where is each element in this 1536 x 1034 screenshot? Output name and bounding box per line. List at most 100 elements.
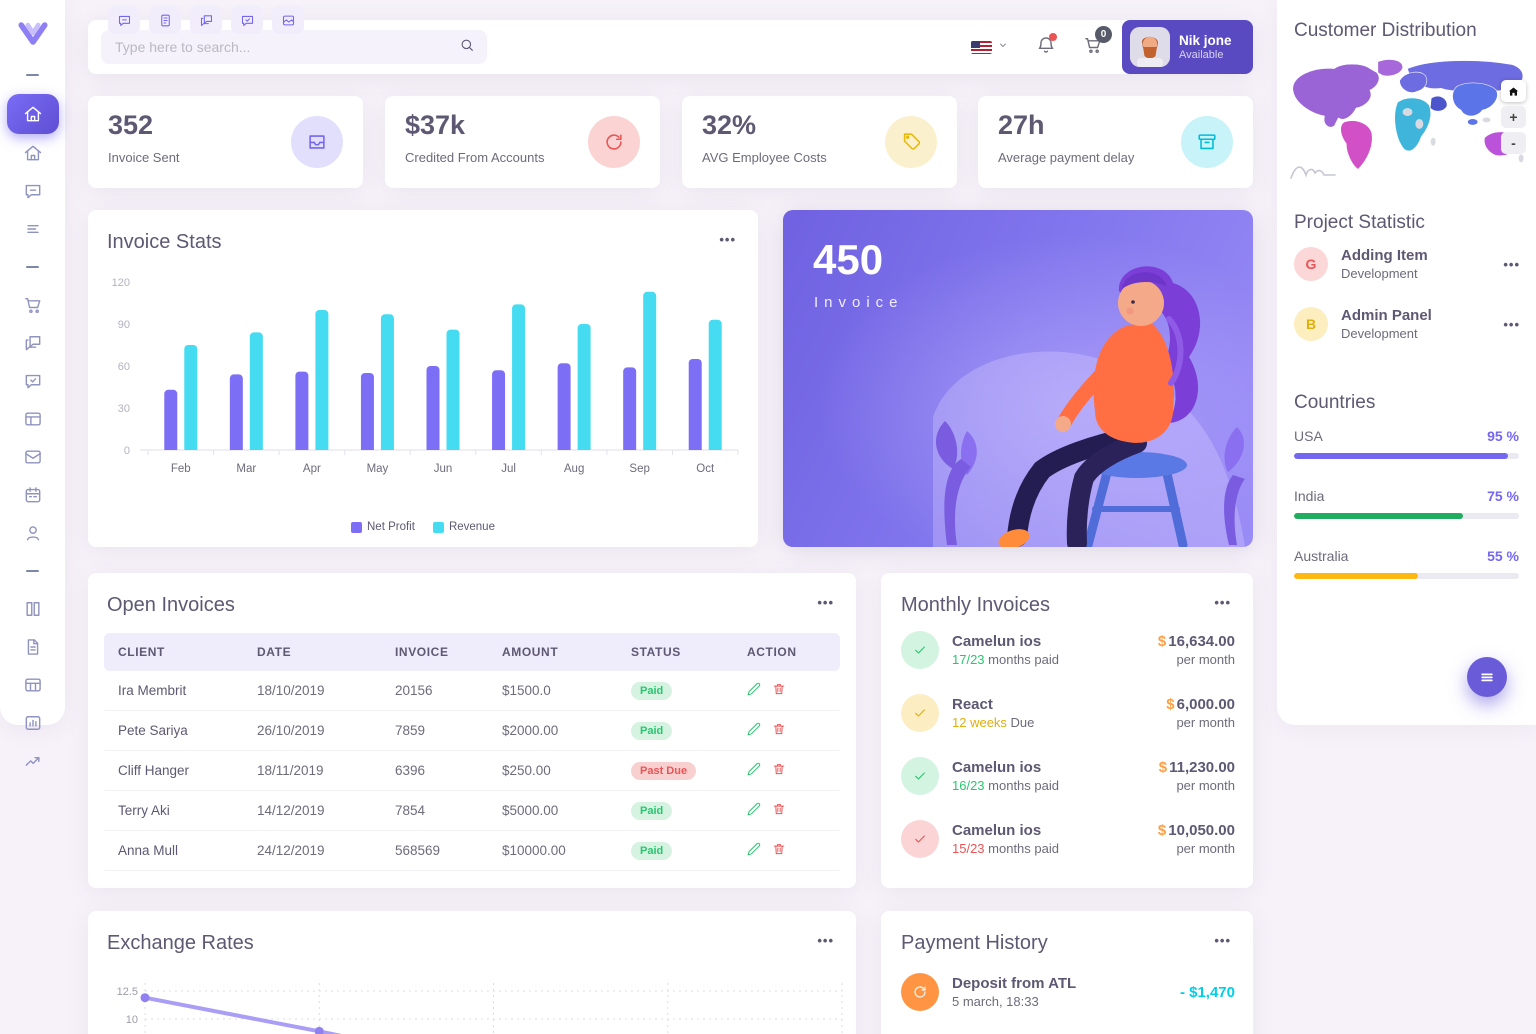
shortcut-chat-check-icon[interactable]	[231, 6, 263, 34]
pencil-icon[interactable]	[747, 842, 761, 856]
sidebar-item-layout[interactable]	[23, 400, 43, 438]
map-home-button[interactable]	[1501, 80, 1526, 102]
delete-button[interactable]	[772, 682, 786, 699]
sidebar-item-home[interactable]	[23, 134, 43, 172]
user-menu[interactable]: Nik jone Available	[1122, 20, 1253, 74]
sidebar-item-bar-chart[interactable]	[23, 704, 43, 742]
invoice-amount: $6,000.00	[1166, 696, 1235, 713]
map-home-icon	[1508, 86, 1519, 96]
edit-button[interactable]	[747, 842, 761, 859]
map-zoom-out-button[interactable]: -	[1501, 132, 1526, 154]
project-initial-badge: B	[1294, 307, 1328, 341]
notifications-button[interactable]	[1036, 32, 1057, 60]
project-menu-icon[interactable]: •••	[1503, 256, 1520, 272]
svg-text:0: 0	[124, 445, 130, 457]
language-selector[interactable]	[971, 38, 1009, 56]
payment-history-menu-icon[interactable]: •••	[1214, 933, 1231, 948]
project-menu-icon[interactable]: •••	[1503, 316, 1520, 332]
app-logo[interactable]	[17, 12, 48, 56]
pencil-icon[interactable]	[747, 682, 761, 696]
trash-icon[interactable]	[772, 682, 786, 696]
project-initial-badge: G	[1294, 247, 1328, 281]
open-invoices-menu-icon[interactable]: •••	[817, 595, 834, 610]
sidebar-item-file-text[interactable]	[23, 628, 43, 666]
monthly-invoices-card: Monthly Invoices ••• Camelun ios 17/23 mo…	[881, 573, 1253, 888]
trash-icon[interactable]	[772, 802, 786, 816]
mail-icon	[24, 450, 41, 464]
edit-button[interactable]	[747, 802, 761, 819]
trash-icon[interactable]	[772, 722, 786, 736]
country-name: India	[1294, 488, 1325, 504]
country-progress-track	[1294, 573, 1519, 579]
stat-value: 27h	[998, 110, 1045, 140]
shortcut-chats-icon[interactable]	[190, 6, 222, 34]
trash-icon[interactable]	[772, 762, 786, 776]
delete-button[interactable]	[772, 802, 786, 819]
cell-client: Terry Aki	[118, 803, 170, 818]
sidebar-item-message[interactable]	[23, 172, 43, 210]
invoice-stats-menu-icon[interactable]: •••	[719, 232, 736, 247]
invoice-name: React	[952, 696, 993, 713]
cell-actions	[733, 682, 840, 699]
home-icon	[24, 145, 41, 161]
table-row: Ira Membrit 18/10/2019 20156 $1500.0 Paid	[104, 671, 840, 711]
edit-button[interactable]	[747, 682, 761, 699]
exchange-rates-menu-icon[interactable]: •••	[817, 933, 834, 948]
cell-amount: $5000.00	[502, 803, 559, 818]
sidebar-item-book[interactable]	[23, 590, 43, 628]
sidebar-item-mail[interactable]	[23, 438, 43, 476]
trash-icon[interactable]	[772, 842, 786, 856]
sidebar-item-user[interactable]	[23, 514, 43, 552]
stat-label: Average payment delay	[998, 150, 1135, 165]
archive-icon	[1181, 116, 1233, 168]
sidebar-item-messages[interactable]	[23, 324, 43, 362]
delete-button[interactable]	[772, 842, 786, 859]
cell-date: 24/12/2019	[257, 843, 325, 858]
map-zoom-in-button[interactable]: +	[1501, 106, 1526, 128]
stat-label: Credited From Accounts	[405, 150, 545, 165]
monthly-invoices-menu-icon[interactable]: •••	[1214, 595, 1231, 610]
edit-button[interactable]	[747, 722, 761, 739]
avatar	[1130, 27, 1170, 67]
monthly-invoice-item: Camelun ios 17/23 months paid $16,634.00 pe…	[901, 631, 1235, 669]
project-dept: Development	[1341, 326, 1418, 341]
customizer-fab-button[interactable]	[1467, 657, 1507, 697]
column-header-date: DATE	[257, 645, 292, 659]
pencil-icon[interactable]	[747, 802, 761, 816]
sidebar-item-cart[interactable]	[23, 286, 43, 324]
country-name: USA	[1294, 428, 1323, 444]
sidebar-divider	[26, 248, 39, 286]
shortcut-chat-icon[interactable]	[108, 6, 140, 34]
pencil-icon[interactable]	[747, 762, 761, 776]
payment-name: Deposit from ATL	[952, 975, 1077, 992]
payment-history-list: Deposit from ATL 5 march, 18:33 - $1,470	[901, 973, 1235, 1011]
inbox-icon	[291, 116, 343, 168]
search-input[interactable]	[113, 38, 459, 56]
cell-actions	[733, 722, 840, 739]
cell-actions	[733, 762, 840, 779]
bar-chart-icon	[25, 716, 40, 730]
sidebar-item-list[interactable]	[23, 210, 43, 248]
shortcut-mail-icon[interactable]	[272, 6, 304, 34]
pencil-icon[interactable]	[747, 722, 761, 736]
cell-invoice: 20156	[395, 683, 433, 698]
cell-actions	[733, 842, 840, 859]
chat-icon	[118, 15, 130, 26]
invoice-progress: 15/23 months paid	[952, 841, 1059, 856]
message-check-icon	[25, 374, 40, 389]
search-box[interactable]	[101, 30, 487, 64]
invoice-stats-title: Invoice Stats	[107, 231, 222, 253]
edit-button[interactable]	[747, 762, 761, 779]
delete-button[interactable]	[772, 722, 786, 739]
cart-button[interactable]: 0	[1083, 25, 1112, 60]
sidebar-item-table[interactable]	[23, 666, 43, 704]
shortcut-notes-icon[interactable]	[149, 6, 181, 34]
sidebar-item-trending-up[interactable]	[23, 742, 43, 780]
delete-button[interactable]	[772, 762, 786, 779]
country-progress-fill	[1294, 573, 1418, 579]
sidebar-item-home-active[interactable]	[6, 94, 59, 134]
sidebar-item-message-check[interactable]	[23, 362, 43, 400]
trending-up-icon	[25, 756, 40, 766]
calendar-icon	[25, 487, 40, 503]
sidebar-item-calendar[interactable]	[23, 476, 43, 514]
